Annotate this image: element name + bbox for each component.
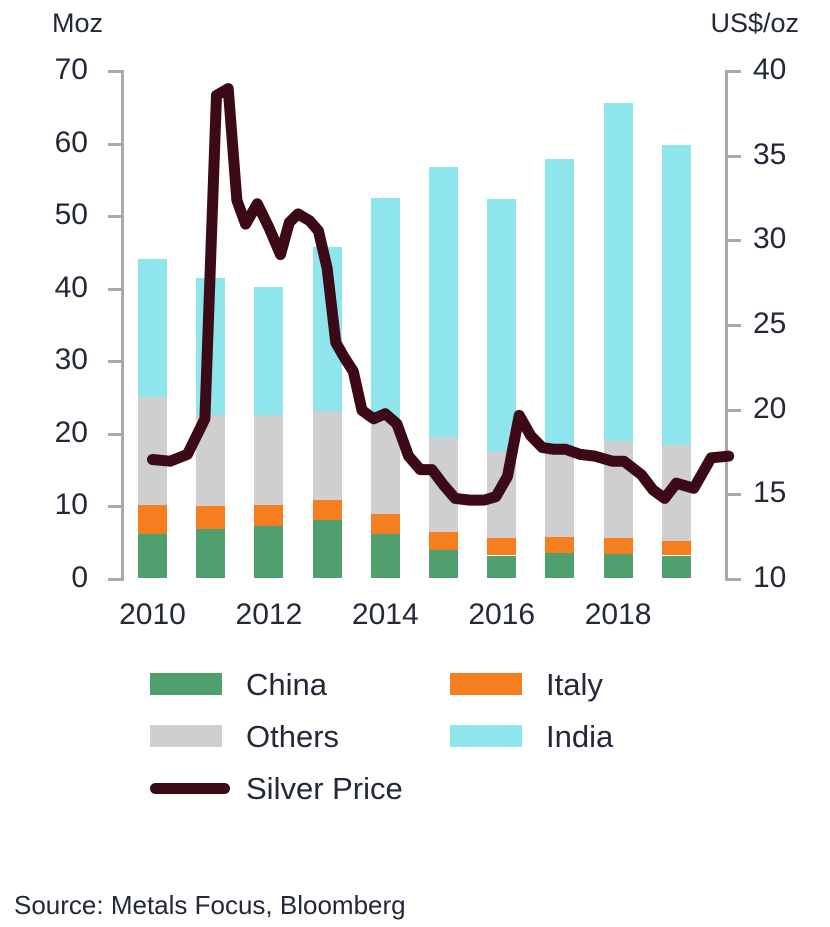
bar-segment-china-2010[interactable] [138, 534, 167, 578]
left-axis-tick-mark [108, 432, 121, 436]
bar-segment-india-2019[interactable] [661, 144, 691, 446]
bar-segment-china-2018[interactable] [603, 554, 633, 578]
bar-segment-others-2013[interactable] [312, 411, 342, 501]
legend-item-silver-price[interactable]: Silver Price [150, 762, 403, 814]
left-axis-tick-mark [108, 215, 121, 219]
legend-item-india[interactable]: India [450, 710, 613, 762]
left-axis-tick-mark [108, 142, 121, 146]
left-axis-tick-label: 10 [54, 488, 88, 522]
left-axis-tick-label: 70 [54, 53, 88, 86]
bar-segment-others-2017[interactable] [545, 446, 575, 538]
bar-segment-china-2012[interactable] [254, 526, 284, 578]
bar-segment-others-2012[interactable] [254, 414, 284, 506]
left-axis-tick-mark [108, 287, 121, 291]
bar-segment-others-2011[interactable] [196, 414, 226, 507]
legend-label-silver-price: Silver Price [246, 770, 403, 806]
right-axis-tick-mark [728, 154, 741, 158]
chart-legend: China Italy Others India Silver Price [130, 658, 710, 814]
left-axis-tick-label: 30 [54, 343, 88, 377]
bar-segment-india-2015[interactable] [429, 167, 458, 438]
legend-item-china[interactable]: China [150, 658, 327, 710]
left-axis-tick-label: 20 [54, 415, 88, 449]
bar-segment-others-2018[interactable] [603, 440, 633, 539]
bar-segment-india-2014[interactable] [370, 198, 400, 418]
right-axis-tick-mark [728, 239, 741, 243]
bar-segment-china-2011[interactable] [196, 528, 226, 578]
bar-segment-italy-2018[interactable] [603, 538, 633, 555]
bar-segment-china-2015[interactable] [429, 550, 458, 578]
left-axis-tick-mark [108, 360, 121, 364]
x-axis-tick-label: 2014 [351, 598, 419, 631]
right-axis-tick-label: 40 [753, 53, 787, 86]
right-axis-unit-label: US$/oz [710, 8, 799, 38]
right-axis-tick-mark [728, 493, 741, 497]
legend-label-others: Others [246, 718, 340, 754]
bar-segment-others-2010[interactable] [138, 396, 167, 506]
left-axis-tick-label: 50 [54, 198, 88, 232]
bar-segment-italy-2013[interactable] [312, 500, 342, 520]
left-axis-tick-label: 40 [54, 270, 88, 304]
legend-swatch-italy [450, 673, 522, 695]
legend-swatch-china [150, 673, 222, 695]
right-axis-tick-mark [728, 324, 741, 327]
legend-row: Silver Price [130, 762, 710, 814]
legend-swatch-others [150, 725, 222, 747]
bar-segment-italy-2012[interactable] [254, 505, 284, 527]
bar-segment-others-2016[interactable] [487, 451, 517, 539]
left-axis-tick-label: 60 [54, 125, 88, 159]
bar-segment-italy-2010[interactable] [138, 505, 167, 535]
bar-segment-india-2011[interactable] [196, 277, 226, 415]
bar-segment-india-2017[interactable] [545, 159, 575, 447]
bar-segment-italy-2011[interactable] [196, 506, 226, 529]
legend-label-india: India [546, 718, 614, 754]
bar-segment-others-2019[interactable] [661, 445, 691, 541]
right-axis-tick-label: 15 [753, 476, 787, 510]
legend-row: China Italy [130, 658, 710, 710]
legend-label-italy: Italy [546, 666, 603, 702]
x-axis-tick-label: 2018 [584, 598, 652, 631]
right-axis-tick-label: 25 [753, 307, 787, 340]
bar-segment-china-2017[interactable] [545, 553, 575, 578]
legend-line-silver-price [150, 782, 230, 794]
bar-segment-india-2018[interactable] [603, 103, 633, 441]
left-axis-tick-mark [108, 578, 121, 581]
source-note: Source: Metals Focus, Bloomberg [14, 890, 406, 920]
bar-segment-china-2016[interactable] [487, 555, 517, 578]
x-axis-tick-label: 2010 [119, 598, 186, 631]
bar-segment-india-2013[interactable] [312, 247, 342, 412]
right-axis-tick-label: 20 [753, 391, 787, 425]
legend-label-china: China [246, 666, 327, 702]
left-axis-tick-mark [108, 505, 121, 509]
bar-segment-italy-2016[interactable] [487, 538, 517, 556]
bar-segment-india-2012[interactable] [254, 286, 284, 415]
bar-segment-italy-2014[interactable] [370, 514, 400, 535]
bar-segment-china-2013[interactable] [312, 519, 342, 578]
bar-segment-china-2019[interactable] [661, 555, 691, 578]
right-axis-tick-label: 10 [753, 561, 787, 594]
bar-segment-india-2016[interactable] [487, 199, 517, 452]
bar-segment-china-2014[interactable] [370, 534, 400, 578]
x-axis-tick-label: 2016 [468, 598, 536, 631]
right-axis-tick-label: 35 [753, 137, 787, 171]
bar-segment-italy-2019[interactable] [661, 540, 691, 556]
legend-swatch-india [450, 725, 522, 747]
bar-segment-italy-2017[interactable] [545, 537, 575, 554]
left-axis-tick-label: 0 [71, 561, 88, 594]
bar-segment-italy-2015[interactable] [429, 531, 458, 551]
legend-item-italy[interactable]: Italy [450, 658, 603, 710]
right-axis-tick-mark [728, 408, 741, 412]
bar-segment-others-2014[interactable] [370, 417, 400, 515]
right-axis-tick-label: 30 [753, 222, 787, 256]
legend-item-others[interactable]: Others [150, 710, 339, 762]
bar-segment-india-2010[interactable] [138, 258, 167, 397]
bar-segment-others-2015[interactable] [429, 437, 458, 532]
right-axis-tick-mark [728, 578, 741, 581]
left-axis-tick-mark [108, 70, 121, 73]
right-axis-tick-mark [728, 70, 741, 73]
left-axis-unit-label: Moz [52, 8, 104, 38]
legend-row: Others India [130, 710, 710, 762]
axis-spine [121, 70, 124, 581]
x-axis-tick-label: 2012 [235, 598, 303, 631]
